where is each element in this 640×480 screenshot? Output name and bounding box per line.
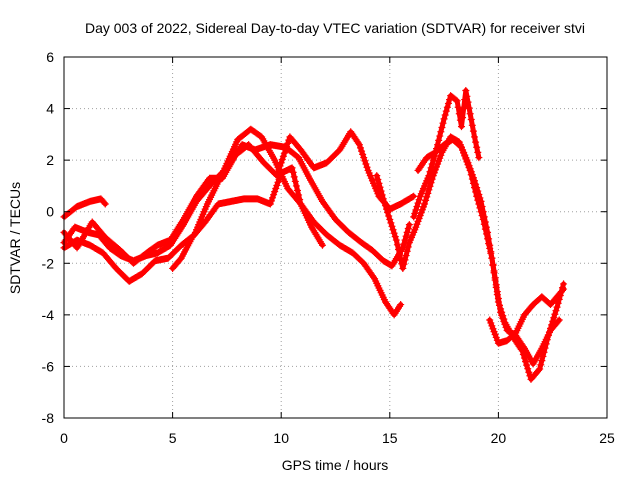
series-track-1 bbox=[60, 195, 109, 221]
x-tick-label: 20 bbox=[491, 430, 507, 446]
y-tick-label: -2 bbox=[42, 255, 55, 271]
chart-title: Day 003 of 2022, Sidereal Day-to-day VTE… bbox=[85, 20, 585, 36]
series-track-8 bbox=[414, 136, 568, 383]
series-markers bbox=[414, 136, 568, 383]
y-tick-label: -6 bbox=[42, 358, 55, 374]
x-axis-label: GPS time / hours bbox=[282, 457, 389, 473]
series-track-9 bbox=[486, 285, 568, 347]
y-axis: -8 -6 -4 -2 0 2 4 6 bbox=[42, 49, 607, 426]
series-markers bbox=[169, 164, 326, 272]
y-tick-label: 6 bbox=[46, 49, 54, 65]
grid bbox=[64, 57, 607, 418]
y-tick-label: 4 bbox=[46, 101, 54, 117]
series-track-3 bbox=[60, 125, 405, 319]
y-tick-label: 2 bbox=[46, 152, 54, 168]
series-markers bbox=[486, 285, 568, 347]
series-track-7 bbox=[410, 87, 483, 221]
x-tick-label: 10 bbox=[273, 430, 289, 446]
x-tick-label: 0 bbox=[60, 430, 68, 446]
y-axis-label: SDTVAR / TECUs bbox=[7, 182, 23, 294]
y-tick-label: -8 bbox=[42, 410, 55, 426]
series-line bbox=[170, 165, 325, 271]
x-tick-label: 5 bbox=[169, 430, 177, 446]
plot-frame bbox=[63, 56, 608, 419]
y-tick-label: 0 bbox=[46, 204, 54, 220]
x-axis: 0 5 10 15 20 25 bbox=[60, 57, 615, 446]
series-layer bbox=[60, 87, 568, 383]
series-markers bbox=[60, 195, 109, 221]
series-track-5 bbox=[169, 164, 326, 272]
y-tick-label: -4 bbox=[42, 307, 55, 323]
x-tick-label: 15 bbox=[382, 430, 398, 446]
x-tick-label: 25 bbox=[599, 430, 615, 446]
